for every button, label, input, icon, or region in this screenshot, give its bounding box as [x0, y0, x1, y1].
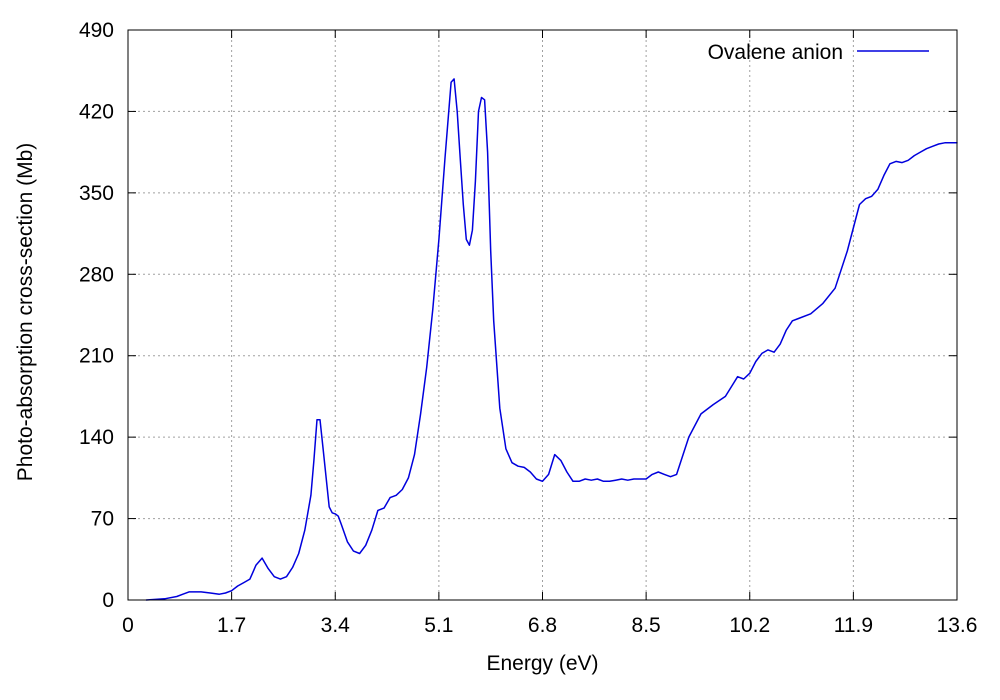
legend: Ovalene anion — [708, 41, 929, 64]
x-tick-label: 13.6 — [937, 614, 978, 637]
x-tick-label: 6.8 — [528, 614, 557, 637]
x-tick-label: 5.1 — [424, 614, 453, 637]
x-tick-label: 10.2 — [729, 614, 770, 637]
x-tick-label: 3.4 — [321, 614, 351, 637]
y-tick-label: 420 — [79, 100, 114, 123]
y-tick-label: 280 — [79, 263, 114, 286]
legend-label: Ovalene anion — [708, 41, 843, 64]
y-tick-label: 0 — [102, 589, 114, 612]
ticks-layer: 0 1.7 3.4 5.1 6.8 8.5 10.2 11.9 13.6 0 70 140 210 280… — [79, 19, 977, 637]
series-line — [145, 78, 958, 601]
x-tick-label: 1.7 — [217, 614, 246, 637]
y-tick-label: 350 — [79, 182, 114, 205]
y-tick-label: 210 — [79, 345, 114, 368]
y-tick-label: 70 — [91, 508, 114, 531]
y-axis-title: Photo-absorption cross-section (Mb) — [14, 143, 37, 481]
y-tick-label: 490 — [79, 19, 114, 42]
x-tick-label: 11.9 — [834, 614, 873, 637]
x-axis-title: Energy (eV) — [486, 652, 598, 675]
x-tick-label: 8.5 — [632, 614, 661, 637]
y-tick-label: 140 — [79, 426, 114, 449]
grid-layer — [128, 30, 957, 600]
x-tick-label: 0 — [122, 614, 134, 637]
data-layer — [145, 78, 958, 601]
